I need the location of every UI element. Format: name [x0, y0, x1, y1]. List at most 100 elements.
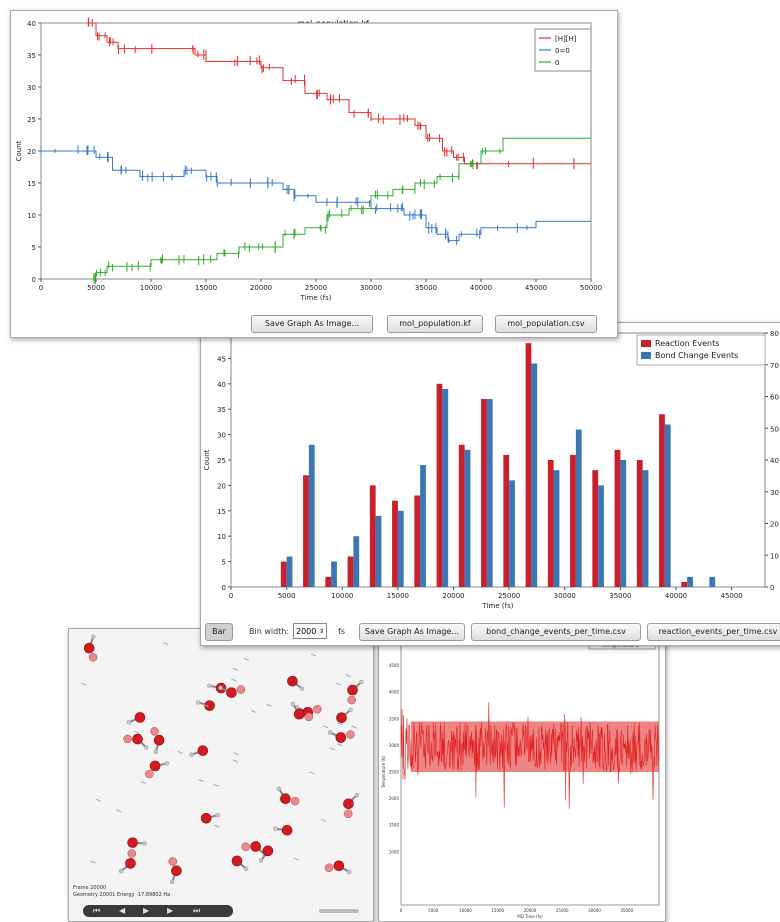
- hydrogen-molecule: [266, 703, 272, 707]
- oxygen-atom: [145, 769, 154, 779]
- hydrogen-atom: [359, 679, 364, 685]
- oxygen-atom: [88, 653, 98, 662]
- last-frame-icon[interactable]: ⏭: [193, 906, 201, 915]
- reaction-events-csv-button[interactable]: reaction_events_per_time.csv: [647, 623, 780, 641]
- bin-width-input[interactable]: 2000 ⇕: [293, 623, 327, 639]
- bond-change-bar: [353, 536, 360, 587]
- prev-frame-icon[interactable]: ◀: [119, 906, 126, 915]
- oxygen-atom: [200, 812, 212, 824]
- hydrogen-atom: [189, 752, 194, 757]
- hydrogen-molecule: [232, 667, 239, 671]
- hydrogen-atom: [142, 841, 147, 846]
- events-legend: Reaction Events Bond Change Events: [636, 334, 766, 366]
- x-tick-label: 40000: [470, 284, 492, 292]
- y2-tick-label: 0: [770, 584, 774, 592]
- population-kf-button[interactable]: mol_population.kf: [387, 315, 483, 333]
- reaction-bar: [458, 444, 465, 587]
- events-window: 0 5000 10000 15000 20000 25000 30000 35000 40000…: [200, 322, 780, 646]
- hydrogen-atom: [164, 761, 170, 766]
- y-tick-label: 30: [217, 432, 226, 440]
- spinner-icon[interactable]: ⇕: [318, 628, 324, 635]
- x-tick-label: 25000: [556, 908, 569, 913]
- y-tick-label: 1000: [389, 849, 400, 854]
- bond-change-bar: [598, 485, 604, 587]
- y-tick-label: 30: [27, 84, 36, 92]
- hydrogen-atom: [118, 868, 124, 874]
- y2-tick-label: 40: [770, 457, 779, 465]
- y2-tick-label: 50: [770, 425, 779, 433]
- reaction-bar: [325, 576, 332, 587]
- frame-slider[interactable]: [319, 909, 359, 913]
- hydrogen-atom: [243, 866, 249, 872]
- reaction-bar: [392, 500, 398, 587]
- plot-area: [230, 332, 766, 588]
- first-frame-icon[interactable]: ⏮: [93, 906, 101, 915]
- x-tick-label: 25000: [305, 284, 327, 292]
- oxygen-atom: [287, 675, 298, 687]
- reaction-bar: [592, 470, 599, 587]
- reaction-bar: [481, 399, 487, 587]
- hydrogen-atom: [299, 686, 305, 691]
- x-tick-label: 30000: [588, 908, 601, 913]
- next-frame-icon[interactable]: ▶: [167, 906, 174, 915]
- hydrogen-molecule: [345, 674, 351, 678]
- series-line: [41, 150, 591, 242]
- hydrogen-atom: [276, 786, 282, 791]
- y-tick-label: 40: [27, 20, 36, 28]
- bond-change-csv-button[interactable]: bond_change_events_per_time.csv: [471, 623, 641, 641]
- hydrogen-molecule: [323, 725, 329, 729]
- bin-width-value: 2000: [296, 627, 317, 636]
- hydrogen-atom: [354, 792, 360, 798]
- x-axis-label: MD Time (fs): [517, 914, 543, 919]
- reaction-bar: [369, 485, 376, 587]
- play-icon[interactable]: ▶: [143, 906, 150, 915]
- x-tick-label: 0: [400, 908, 403, 913]
- reaction-bar: [414, 495, 421, 587]
- x-tick-label: 5000: [428, 908, 439, 913]
- save-graph-button[interactable]: Save Graph As Image...: [251, 315, 373, 333]
- bond-change-bar: [620, 460, 627, 587]
- oxygen-atom: [83, 642, 95, 654]
- oxygen-atom: [304, 712, 314, 722]
- bond-change-bar: [464, 449, 471, 587]
- oxygen-atom: [347, 695, 356, 705]
- oxygen-atom: [347, 684, 358, 696]
- x-tick-label: 5000: [87, 284, 105, 292]
- events-chart: 0 5000 10000 15000 20000 25000 30000 35000 40000…: [203, 330, 779, 610]
- hydrogen-molecule: [163, 642, 169, 646]
- hydrogen-molecule: [95, 798, 101, 802]
- hydrogen-molecule: [90, 860, 96, 864]
- chart-type-select[interactable]: Bar: [205, 623, 233, 641]
- hydrogen-atom: [327, 730, 333, 735]
- x-tick-label: 0: [229, 592, 233, 600]
- bond-change-bar: [553, 470, 560, 587]
- hydrogen-molecule: [231, 678, 237, 682]
- viewport-background: [69, 629, 373, 891]
- temperature-plot: 0 5000 10000 15000 20000 25000 30000 35000 1000 1…: [381, 638, 660, 919]
- oxygen-atom: [241, 842, 250, 852]
- bond-change-bar: [642, 470, 649, 587]
- hydrogen-molecule: [335, 682, 341, 686]
- x-axis-label: Time (fs): [300, 294, 332, 302]
- bond-change-bar: [420, 465, 426, 587]
- y-tick-label: 4500: [389, 663, 400, 668]
- x-tick-label: 30000: [360, 284, 382, 292]
- molecule-viewer-window: Frame 20000 Geometry 20001 Energy -17.89…: [68, 628, 374, 922]
- bin-width-label: Bin width:: [249, 627, 290, 636]
- oxygen-atom: [346, 730, 355, 739]
- reaction-bar: [347, 556, 354, 587]
- x-tick-label: 10000: [331, 592, 353, 600]
- save-graph-button[interactable]: Save Graph As Image...: [359, 623, 465, 641]
- bond-change-bar: [308, 444, 315, 587]
- x-tick-label: 35000: [415, 284, 437, 292]
- bond-change-bar: [575, 429, 582, 587]
- y2-tick-label: 80: [770, 330, 779, 338]
- oxygen-atom: [153, 734, 165, 746]
- x-tick-label: 15000: [195, 284, 217, 292]
- legend-label-h2: [H][H]: [555, 35, 577, 43]
- x-axis-label: Time (fs): [482, 602, 514, 610]
- hydrogen-atom: [195, 700, 201, 705]
- y-tick-label: 0: [32, 276, 36, 284]
- population-csv-button[interactable]: mol_population.csv: [495, 315, 597, 333]
- molecule-viewport[interactable]: [69, 629, 373, 891]
